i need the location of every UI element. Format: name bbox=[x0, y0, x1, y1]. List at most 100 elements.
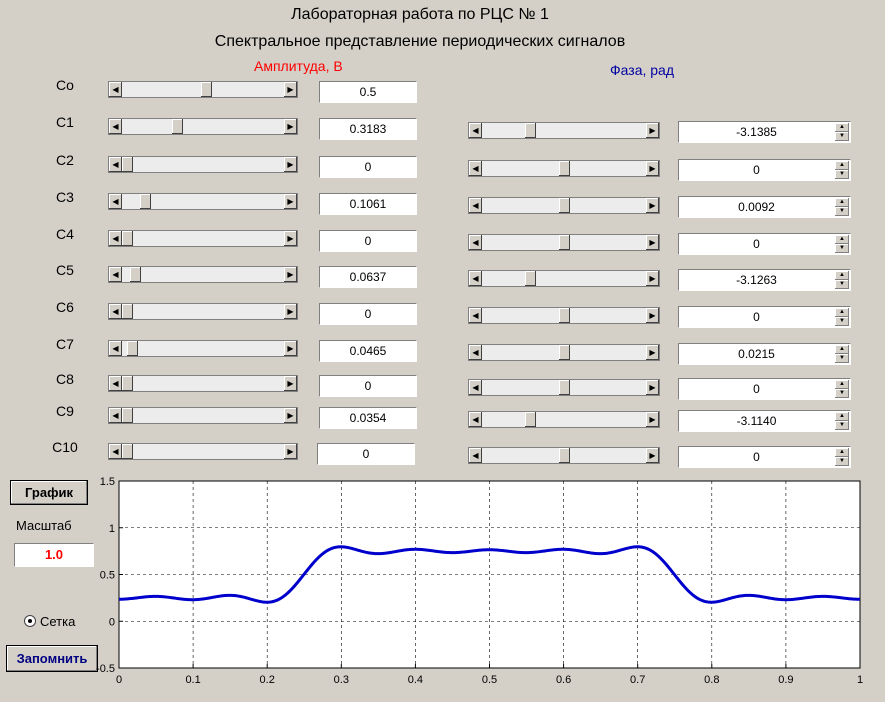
phase-slider[interactable]: ◀ ▶ bbox=[468, 270, 660, 287]
arrow-right-icon[interactable]: ▶ bbox=[284, 82, 297, 97]
phase-value[interactable]: 0 ▲ ▼ bbox=[678, 159, 851, 181]
spinner-control[interactable]: ▲ ▼ bbox=[835, 448, 849, 466]
slider-thumb[interactable] bbox=[558, 198, 570, 213]
slider-thumb[interactable] bbox=[558, 308, 570, 323]
arrow-right-icon[interactable]: ▶ bbox=[646, 308, 659, 323]
amplitude-slider[interactable]: ◀ ▶ bbox=[108, 266, 298, 283]
spin-down-icon[interactable]: ▼ bbox=[835, 280, 849, 289]
spin-down-icon[interactable]: ▼ bbox=[835, 354, 849, 363]
phase-value[interactable]: 0 ▲ ▼ bbox=[678, 378, 851, 400]
arrow-left-icon[interactable]: ◀ bbox=[109, 376, 122, 391]
arrow-right-icon[interactable]: ▶ bbox=[284, 231, 297, 246]
slider-thumb[interactable] bbox=[558, 448, 570, 463]
amplitude-value[interactable]: 0.1061 bbox=[319, 193, 417, 215]
arrow-left-icon[interactable]: ◀ bbox=[469, 198, 482, 213]
arrow-left-icon[interactable]: ◀ bbox=[109, 304, 122, 319]
arrow-left-icon[interactable]: ◀ bbox=[109, 194, 122, 209]
phase-slider[interactable]: ◀ ▶ bbox=[468, 160, 660, 177]
arrow-left-icon[interactable]: ◀ bbox=[109, 157, 122, 172]
spinner-control[interactable]: ▲ ▼ bbox=[835, 123, 849, 141]
amplitude-slider[interactable]: ◀ ▶ bbox=[108, 443, 298, 460]
arrow-left-icon[interactable]: ◀ bbox=[109, 82, 122, 97]
slider-thumb[interactable] bbox=[558, 380, 570, 395]
spinner-control[interactable]: ▲ ▼ bbox=[835, 271, 849, 289]
graph-button[interactable]: График bbox=[10, 480, 88, 505]
slider-thumb[interactable] bbox=[200, 82, 212, 97]
slider-thumb[interactable] bbox=[558, 345, 570, 360]
phase-value[interactable]: -3.1385 ▲ ▼ bbox=[678, 121, 851, 143]
spin-up-icon[interactable]: ▲ bbox=[835, 123, 849, 132]
arrow-right-icon[interactable]: ▶ bbox=[284, 157, 297, 172]
spin-down-icon[interactable]: ▼ bbox=[835, 421, 849, 430]
arrow-left-icon[interactable]: ◀ bbox=[109, 341, 122, 356]
amplitude-slider[interactable]: ◀ ▶ bbox=[108, 303, 298, 320]
arrow-left-icon[interactable]: ◀ bbox=[469, 412, 482, 427]
arrow-right-icon[interactable]: ▶ bbox=[284, 194, 297, 209]
spinner-control[interactable]: ▲ ▼ bbox=[835, 198, 849, 216]
spin-up-icon[interactable]: ▲ bbox=[835, 380, 849, 389]
amplitude-value[interactable]: 0.5 bbox=[319, 81, 417, 103]
spin-down-icon[interactable]: ▼ bbox=[835, 170, 849, 179]
spin-down-icon[interactable]: ▼ bbox=[835, 457, 849, 466]
slider-thumb[interactable] bbox=[122, 157, 133, 172]
phase-slider[interactable]: ◀ ▶ bbox=[468, 379, 660, 396]
amplitude-slider[interactable]: ◀ ▶ bbox=[108, 407, 298, 424]
arrow-left-icon[interactable]: ◀ bbox=[469, 380, 482, 395]
spin-up-icon[interactable]: ▲ bbox=[835, 235, 849, 244]
slider-thumb[interactable] bbox=[558, 161, 570, 176]
spin-up-icon[interactable]: ▲ bbox=[835, 412, 849, 421]
grid-radio[interactable]: Сетка bbox=[24, 614, 75, 629]
slider-thumb[interactable] bbox=[524, 123, 536, 138]
arrow-right-icon[interactable]: ▶ bbox=[284, 444, 297, 459]
spin-up-icon[interactable]: ▲ bbox=[835, 161, 849, 170]
amplitude-value[interactable]: 0.3183 bbox=[319, 118, 417, 140]
amplitude-slider[interactable]: ◀ ▶ bbox=[108, 81, 298, 98]
phase-slider[interactable]: ◀ ▶ bbox=[468, 411, 660, 428]
arrow-left-icon[interactable]: ◀ bbox=[109, 444, 122, 459]
slider-thumb[interactable] bbox=[129, 267, 141, 282]
spin-down-icon[interactable]: ▼ bbox=[835, 389, 849, 398]
arrow-left-icon[interactable]: ◀ bbox=[109, 231, 122, 246]
arrow-right-icon[interactable]: ▶ bbox=[646, 345, 659, 360]
spinner-control[interactable]: ▲ ▼ bbox=[835, 235, 849, 253]
amplitude-value[interactable]: 0 bbox=[317, 443, 415, 465]
phase-value[interactable]: 0 ▲ ▼ bbox=[678, 306, 851, 328]
amplitude-value[interactable]: 0 bbox=[319, 156, 417, 178]
arrow-left-icon[interactable]: ◀ bbox=[469, 308, 482, 323]
phase-slider[interactable]: ◀ ▶ bbox=[468, 307, 660, 324]
arrow-left-icon[interactable]: ◀ bbox=[469, 345, 482, 360]
save-button[interactable]: Запомнить bbox=[6, 645, 98, 672]
arrow-right-icon[interactable]: ▶ bbox=[646, 412, 659, 427]
arrow-right-icon[interactable]: ▶ bbox=[284, 119, 297, 134]
spin-down-icon[interactable]: ▼ bbox=[835, 244, 849, 253]
arrow-right-icon[interactable]: ▶ bbox=[284, 304, 297, 319]
arrow-left-icon[interactable]: ◀ bbox=[469, 235, 482, 250]
phase-slider[interactable]: ◀ ▶ bbox=[468, 197, 660, 214]
arrow-left-icon[interactable]: ◀ bbox=[469, 271, 482, 286]
slider-thumb[interactable] bbox=[140, 194, 152, 209]
phase-slider[interactable]: ◀ ▶ bbox=[468, 122, 660, 139]
arrow-right-icon[interactable]: ▶ bbox=[646, 235, 659, 250]
phase-value[interactable]: -3.1263 ▲ ▼ bbox=[678, 269, 851, 291]
amplitude-slider[interactable]: ◀ ▶ bbox=[108, 375, 298, 392]
arrow-right-icon[interactable]: ▶ bbox=[646, 198, 659, 213]
arrow-right-icon[interactable]: ▶ bbox=[284, 376, 297, 391]
scale-input[interactable]: 1.0 bbox=[14, 543, 94, 567]
amplitude-value[interactable]: 0 bbox=[319, 303, 417, 325]
slider-thumb[interactable] bbox=[524, 271, 536, 286]
amplitude-value[interactable]: 0 bbox=[319, 375, 417, 397]
spinner-control[interactable]: ▲ ▼ bbox=[835, 380, 849, 398]
phase-value[interactable]: 0 ▲ ▼ bbox=[678, 446, 851, 468]
arrow-left-icon[interactable]: ◀ bbox=[469, 161, 482, 176]
slider-thumb[interactable] bbox=[122, 376, 133, 391]
phase-slider[interactable]: ◀ ▶ bbox=[468, 234, 660, 251]
arrow-left-icon[interactable]: ◀ bbox=[109, 408, 122, 423]
slider-thumb[interactable] bbox=[122, 444, 133, 459]
phase-value[interactable]: 0.0215 ▲ ▼ bbox=[678, 343, 851, 365]
arrow-left-icon[interactable]: ◀ bbox=[109, 267, 122, 282]
arrow-right-icon[interactable]: ▶ bbox=[284, 267, 297, 282]
amplitude-value[interactable]: 0.0637 bbox=[319, 266, 417, 288]
slider-thumb[interactable] bbox=[126, 341, 138, 356]
spin-up-icon[interactable]: ▲ bbox=[835, 271, 849, 280]
arrow-left-icon[interactable]: ◀ bbox=[469, 448, 482, 463]
